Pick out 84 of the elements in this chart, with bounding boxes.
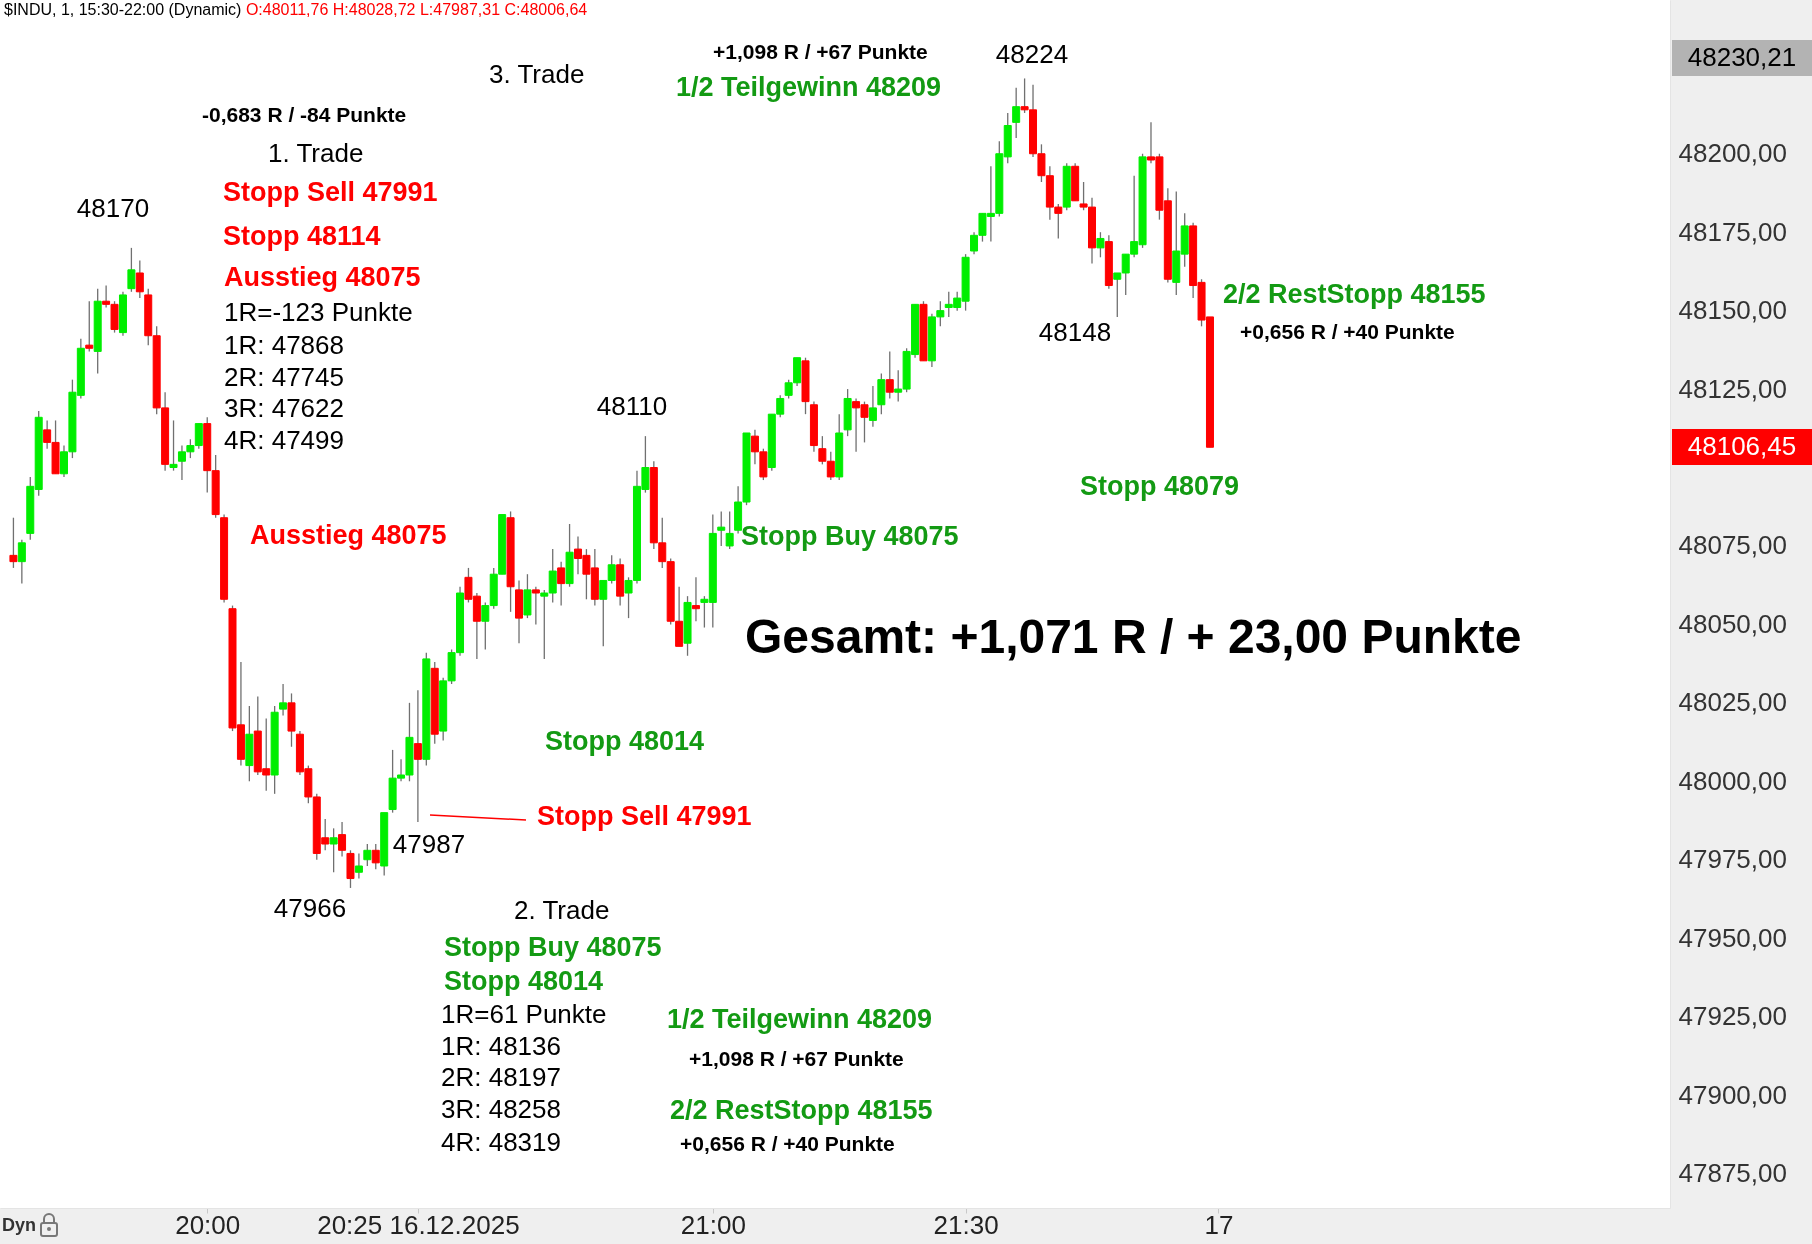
annotation: 4R: 48319 [441,1127,561,1157]
candlestick [329,827,338,873]
y-tick-label: 48000,00 [1678,765,1787,796]
annotation: 3R: 47622 [224,393,344,423]
annotation: 1R: 48136 [441,1031,561,1061]
annotation: 47966 [273,893,347,923]
chart-subtitle: O:48011,76 H:48028,72 L:47987,31 C:48006,64 [245,1,588,18]
y-tick-label: 48200,00 [1678,138,1787,169]
annotation: 48224 [995,39,1069,69]
candlestick [279,683,288,717]
y-tick-label: 47950,00 [1678,922,1787,953]
x-tick-label: 20:00 [175,1209,241,1240]
candlestick [885,350,894,400]
text: 48106,45 [1687,431,1797,461]
annotation: Gesamt: +1,071 R / + 23,00 Punkte [745,610,1522,663]
y-tick-label: 48025,00 [1678,687,1787,718]
y-tick-label: 48075,00 [1678,530,1787,561]
candlestick [354,852,363,880]
annotation: Stopp Sell 47991 [223,177,438,207]
x-tick-label: 20:25 16.12.2025 [317,1209,520,1240]
x-tick-label: 21:30 [933,1209,999,1240]
annotation: +1,098 R / +67 Punkte [689,1047,904,1070]
annotation: Ausstieg 48075 [224,262,421,292]
annotation: 2R: 48197 [441,1062,561,1092]
candlestick [1096,231,1105,258]
annotation: 47987 [392,829,466,859]
candlestick [135,259,144,299]
candlestick [557,560,566,607]
annotation: Stopp Buy 48075 [741,521,959,551]
candlestick [9,517,18,569]
y-tick-label: 48050,00 [1678,608,1787,639]
y-tick-label: 48125,00 [1678,373,1787,404]
y-tick-label: 48150,00 [1678,295,1787,326]
annotation: 1/2 Teilgewinn 48209 [667,1004,933,1034]
candlestick [85,300,94,353]
annotation: Stopp 48014 [545,726,705,756]
annotation: 1/2 Teilgewinn 48209 [676,72,942,102]
annotation: +1,098 R / +67 Punkte [713,40,928,63]
candlestick [717,510,726,547]
candlestick [868,385,877,428]
annotation: 1R: 47868 [224,330,344,360]
annotation: Ausstieg 48075 [250,520,447,550]
annotation: Stopp Sell 47991 [537,801,752,831]
candlestick [363,843,372,867]
annotation: Stopp 48114 [223,221,381,251]
candlestick [127,247,136,293]
annotation: Stopp 48079 [1080,471,1240,501]
annotation: 2R: 47745 [224,362,344,392]
text: 48230,21 [1687,42,1797,72]
candlestick [725,510,734,550]
text: Dyn [2,1215,37,1235]
annotation: 2. Trade [514,895,610,925]
candlestick [531,586,540,626]
candlestick [691,576,700,622]
annotation: 3. Trade [489,59,585,89]
annotation: 48170 [76,193,150,223]
y-tick-label: 47900,00 [1678,1079,1787,1110]
annotation: +0,656 R / +40 Punkte [1240,320,1455,343]
candlestick [1012,87,1021,139]
y-tick-label: 47875,00 [1678,1157,1787,1188]
candlestick [413,689,422,823]
annotation: 1R=61 Punkte [441,999,607,1029]
annotation: 2/2 RestStopp 48155 [1223,279,1486,309]
annotation: 3R: 48258 [441,1094,561,1124]
annotation: Stopp Buy 48075 [444,932,662,962]
chart-title: $INDU, 1, 15:30-22:00 (Dynamic) [4,1,242,18]
y-tick-label: 48175,00 [1678,216,1787,247]
candlestick [371,843,380,870]
candlestick [169,419,178,472]
y-tick-label: 47925,00 [1678,1001,1787,1032]
annotation: Stopp 48014 [444,966,604,996]
annotation: 2/2 RestStopp 48155 [670,1095,933,1125]
candlestick [338,821,347,858]
x-tick-label: 21:00 [680,1209,746,1240]
annotation: 1. Trade [268,138,364,168]
annotation: +0,656 R / +40 Punkte [680,1132,895,1155]
candlestick [17,539,26,585]
annotation: 1R=-123 Punkte [224,297,413,327]
annotation: 48110 [596,391,668,421]
x-tick-label: 17 [1204,1209,1234,1240]
annotation: 48148 [1038,317,1112,347]
y-tick-label: 47975,00 [1678,844,1787,875]
annotation: 4R: 47499 [224,425,344,455]
annotation: -0,683 R / -84 Punkte [202,103,407,126]
